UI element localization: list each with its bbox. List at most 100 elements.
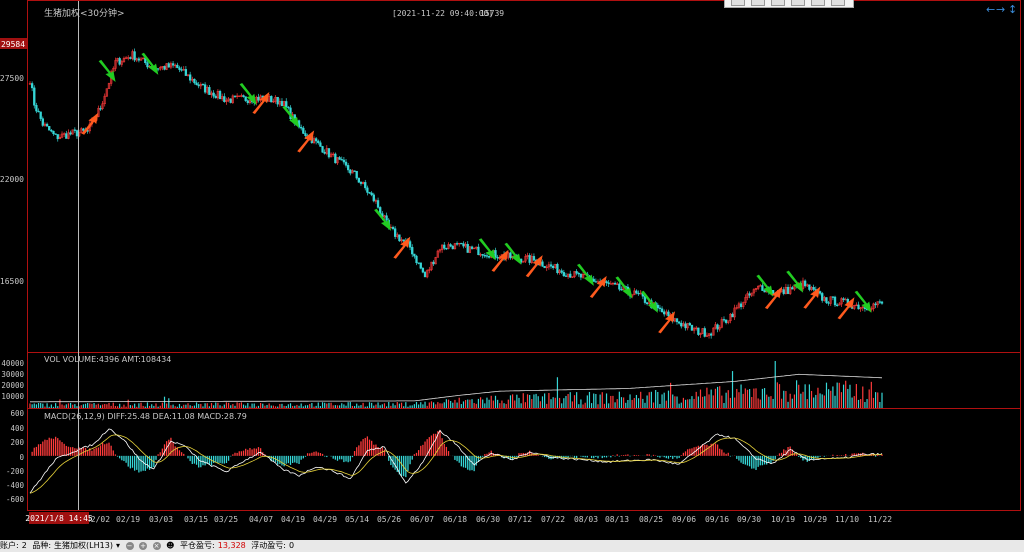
candle-body: [566, 273, 570, 277]
toolbar-button[interactable]: [791, 0, 805, 6]
candle-body: [735, 307, 738, 309]
candle-body: [391, 226, 395, 229]
candle-body: [223, 96, 226, 102]
candle-body: [462, 243, 465, 247]
candle-body: [312, 138, 316, 143]
candle-body: [421, 268, 425, 273]
candle-body: [233, 95, 237, 97]
toolbar-button[interactable]: [731, 0, 745, 6]
candle-body: [761, 285, 764, 291]
candle-body: [522, 260, 525, 263]
date-tick: 05/14: [345, 515, 369, 524]
candle-body: [137, 58, 141, 61]
date-tick: 10/19: [771, 515, 795, 524]
candle-body: [402, 239, 405, 242]
candle-body: [872, 303, 875, 310]
candle-body: [426, 270, 429, 278]
candle-body: [470, 246, 474, 249]
candle-body: [227, 98, 230, 101]
candle-body: [133, 51, 136, 61]
candle-body: [419, 262, 422, 269]
candle-body: [577, 273, 580, 275]
expand-icon[interactable]: ↕: [1008, 3, 1018, 16]
candle-body: [763, 290, 766, 293]
candle-body: [853, 304, 856, 309]
candle-body: [282, 101, 286, 107]
account-value[interactable]: 2: [21, 541, 27, 550]
candle-body: [731, 313, 734, 318]
candle-body: [675, 318, 679, 323]
minus-icon[interactable]: −: [125, 541, 134, 550]
candle-body: [229, 98, 232, 103]
macd-tick: -200: [6, 467, 25, 476]
toolbar-button[interactable]: [811, 0, 825, 6]
candle-body: [667, 311, 670, 317]
candle-body: [455, 243, 459, 245]
candle-body: [334, 153, 337, 164]
date-tick: 04/07: [249, 515, 273, 524]
candle-body: [212, 92, 215, 97]
candle-body: [131, 51, 134, 59]
candle-body: [803, 280, 807, 287]
pan-left-icon[interactable]: ←: [986, 3, 996, 16]
candle-body: [195, 82, 198, 85]
candle-body: [639, 293, 642, 295]
date-axis: 0102/0202/1903/0303/1503/2504/0704/1904/…: [28, 515, 892, 524]
toolbar-button[interactable]: [751, 0, 765, 6]
candle-body: [248, 100, 252, 103]
candle-body: [716, 324, 719, 330]
candle-body: [216, 91, 220, 99]
candle-body: [171, 63, 175, 66]
candle-body: [58, 136, 62, 140]
candle-body: [127, 57, 130, 59]
candle-body: [564, 275, 568, 277]
plus-icon[interactable]: +: [139, 541, 148, 550]
candle-body: [30, 83, 34, 89]
date-tick: 09/06: [672, 515, 696, 524]
candle-body: [359, 181, 363, 184]
candle-body: [368, 192, 371, 194]
dropdown-icon[interactable]: ▾: [115, 541, 120, 550]
candle-body: [554, 263, 557, 268]
candle-body: [432, 261, 435, 265]
macd-panel-border: [27, 408, 1021, 511]
candle-body: [342, 159, 346, 163]
candle-body: [344, 161, 348, 166]
candle-body: [823, 297, 826, 301]
trader-icon[interactable]: ☻: [166, 541, 175, 550]
variety-value[interactable]: 生猪加权(LH13): [54, 541, 113, 550]
close-icon[interactable]: ×: [152, 541, 161, 550]
candle-body: [827, 302, 830, 304]
date-tick: 08/25: [639, 515, 663, 524]
date-tick: 07/12: [508, 515, 532, 524]
candle-body: [838, 303, 841, 306]
candle-body: [759, 285, 762, 287]
candle-body: [208, 87, 211, 95]
macd-dea-line: [29, 434, 883, 494]
candle-body: [635, 290, 638, 294]
candle-body: [494, 250, 497, 258]
candle-body: [349, 169, 352, 174]
date-tick: 03/15: [184, 515, 208, 524]
candle-body: [620, 288, 623, 291]
macd-label: MACD(26,12,9) DIFF:25.48 DEA:11.08 MACD:…: [44, 412, 247, 421]
candle-body: [688, 323, 691, 326]
candle-body: [483, 255, 486, 257]
buy-signal-arrow: [764, 287, 782, 310]
toolbar-button[interactable]: [831, 0, 845, 6]
candle-body: [221, 96, 224, 100]
toolbar-button[interactable]: [771, 0, 785, 6]
candle-body: [235, 95, 239, 97]
candle-body: [161, 66, 164, 68]
candle-body: [440, 244, 444, 250]
candle-body: [120, 61, 123, 65]
kline-chart[interactable]: 生猪加权<30分钟> [2021-11-22 09:40:00] 15739 2…: [0, 0, 1024, 540]
candle-body: [701, 328, 704, 334]
pan-right-icon[interactable]: →: [996, 3, 1006, 16]
candle-body: [364, 182, 367, 189]
candle-body: [609, 283, 612, 285]
sell-signal-arrow: [615, 276, 633, 299]
candle-body: [323, 151, 326, 154]
top-toolbar[interactable]: [724, 0, 854, 8]
candle-body: [366, 187, 369, 193]
